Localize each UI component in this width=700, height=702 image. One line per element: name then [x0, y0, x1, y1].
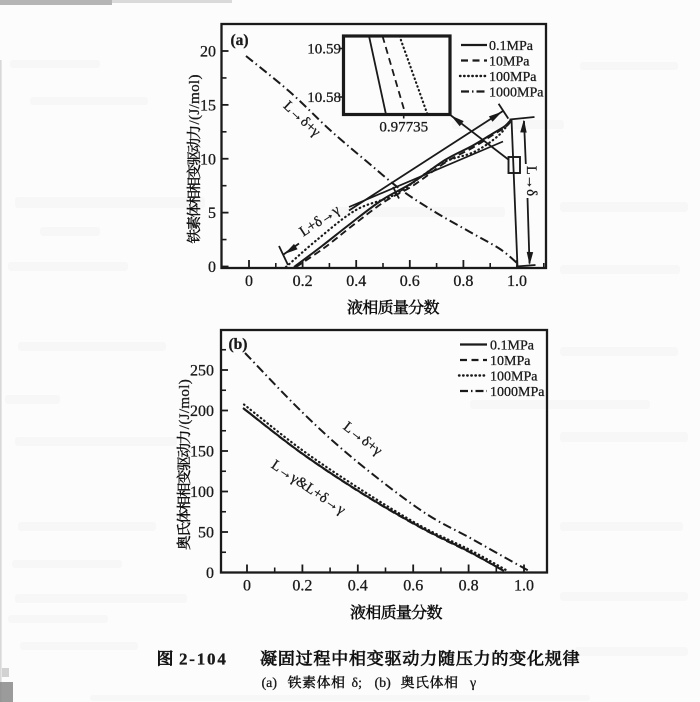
svg-text:100: 100: [190, 484, 214, 501]
svg-text:/(J/mol): /(J/mol): [187, 74, 203, 124]
svg-text:0: 0: [206, 565, 214, 582]
svg-text:0.1MPa: 0.1MPa: [490, 339, 535, 354]
svg-text:100MPa: 100MPa: [489, 70, 537, 85]
svg-text:0.2: 0.2: [293, 273, 313, 290]
svg-text:10MPa: 10MPa: [489, 55, 530, 70]
svg-text:1.0: 1.0: [507, 273, 527, 290]
svg-text:0.97735: 0.97735: [379, 120, 428, 136]
svg-text:γ: γ: [469, 676, 476, 691]
svg-text:1000MPa: 1000MPa: [489, 86, 544, 101]
svg-text:50: 50: [198, 525, 214, 542]
svg-text:5: 5: [208, 205, 216, 222]
svg-text:10.58: 10.58: [307, 90, 341, 106]
svg-text:1.0: 1.0: [514, 578, 534, 595]
svg-text:(a): (a): [231, 32, 249, 49]
svg-text:0.6: 0.6: [400, 273, 420, 290]
svg-text:0.4: 0.4: [346, 273, 366, 290]
svg-text:200: 200: [190, 403, 214, 420]
svg-text:0: 0: [243, 578, 251, 595]
svg-text:15: 15: [200, 97, 216, 114]
svg-text:100MPa: 100MPa: [490, 370, 538, 385]
svg-text:150: 150: [190, 444, 214, 461]
svg-text:0: 0: [208, 259, 216, 276]
svg-text:0.8: 0.8: [453, 273, 473, 290]
svg-text:0.1MPa: 0.1MPa: [489, 39, 534, 54]
svg-text:2-104: 2-104: [179, 650, 228, 669]
svg-text:(b): (b): [375, 676, 392, 691]
svg-text:1000MPa: 1000MPa: [490, 385, 545, 400]
svg-text:0.2: 0.2: [292, 578, 312, 595]
svg-text:L→δ: L→δ: [523, 166, 539, 196]
svg-text:(a): (a): [262, 676, 278, 691]
svg-text:0.4: 0.4: [348, 578, 368, 595]
svg-text:0.6: 0.6: [403, 578, 423, 595]
svg-text:0: 0: [245, 273, 253, 290]
svg-text:10: 10: [200, 151, 216, 168]
svg-text:250: 250: [190, 363, 214, 380]
svg-text:/(J/mol): /(J/mol): [177, 379, 193, 429]
svg-text:10MPa: 10MPa: [490, 354, 531, 369]
svg-text:(b): (b): [229, 336, 248, 353]
svg-text:10.59: 10.59: [307, 42, 341, 58]
svg-text:δ;: δ;: [352, 676, 363, 691]
svg-text:0.8: 0.8: [459, 578, 479, 595]
svg-text:20: 20: [200, 44, 216, 61]
